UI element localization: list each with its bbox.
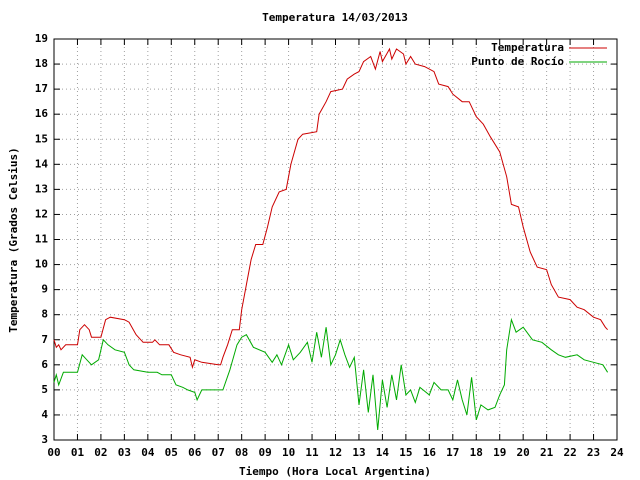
x-tick-label: 17 [446, 446, 459, 459]
x-tick-label: 16 [423, 446, 437, 459]
x-tick-label: 22 [563, 446, 576, 459]
x-tick-label: 15 [399, 446, 412, 459]
y-tick-label: 3 [41, 433, 48, 446]
x-tick-label: 03 [118, 446, 131, 459]
y-axis-label: Temperatura (Grados Celsius) [7, 147, 20, 332]
y-tick-label: 8 [41, 308, 48, 321]
y-tick-label: 13 [35, 182, 48, 195]
y-tick-label: 10 [35, 258, 48, 271]
series-line [53, 317, 609, 431]
y-tick-label: 6 [41, 358, 48, 371]
x-tick-label: 19 [493, 446, 506, 459]
legend-label: Temperatura [491, 41, 564, 54]
y-tick-label: 18 [35, 57, 48, 70]
y-tick-label: 15 [35, 132, 48, 145]
plot-frame [53, 38, 618, 441]
x-tick-label: 00 [47, 446, 60, 459]
x-tick-label: 13 [352, 446, 365, 459]
x-tick-label: 07 [212, 446, 225, 459]
y-tick-label: 12 [35, 207, 48, 220]
y-tick-label: 11 [35, 233, 49, 246]
chart-title: Temperatura 14/03/2013 [262, 11, 408, 24]
x-tick-label: 05 [165, 446, 178, 459]
x-tick-label: 02 [94, 446, 107, 459]
x-axis-label: Tiempo (Hora Local Argentina) [239, 465, 431, 478]
x-tick-label: 14 [376, 446, 390, 459]
x-tick-label: 08 [235, 446, 248, 459]
y-tick-label: 19 [35, 32, 48, 45]
x-tick-label: 18 [470, 446, 483, 459]
series-line [53, 47, 608, 370]
x-tick-label: 11 [305, 446, 319, 459]
legend-label: Punto de Rocío [471, 55, 564, 68]
y-tick-label: 16 [35, 107, 49, 120]
x-tick-label: 01 [71, 446, 85, 459]
x-tick-label: 06 [188, 446, 202, 459]
x-tick-label: 20 [517, 446, 530, 459]
y-tick-label: 17 [35, 82, 48, 95]
x-tick-label: 21 [540, 446, 554, 459]
y-tick-label: 9 [41, 283, 48, 296]
x-tick-label: 24 [610, 446, 624, 459]
y-tick-label: 14 [35, 157, 49, 170]
x-tick-label: 23 [587, 446, 600, 459]
x-tick-label: 12 [329, 446, 342, 459]
y-tick-label: 5 [41, 383, 48, 396]
x-tick-label: 09 [259, 446, 272, 459]
x-tick-label: 10 [282, 446, 295, 459]
y-tick-label: 7 [41, 333, 48, 346]
y-tick-label: 4 [41, 408, 48, 421]
x-tick-label: 04 [141, 446, 155, 459]
